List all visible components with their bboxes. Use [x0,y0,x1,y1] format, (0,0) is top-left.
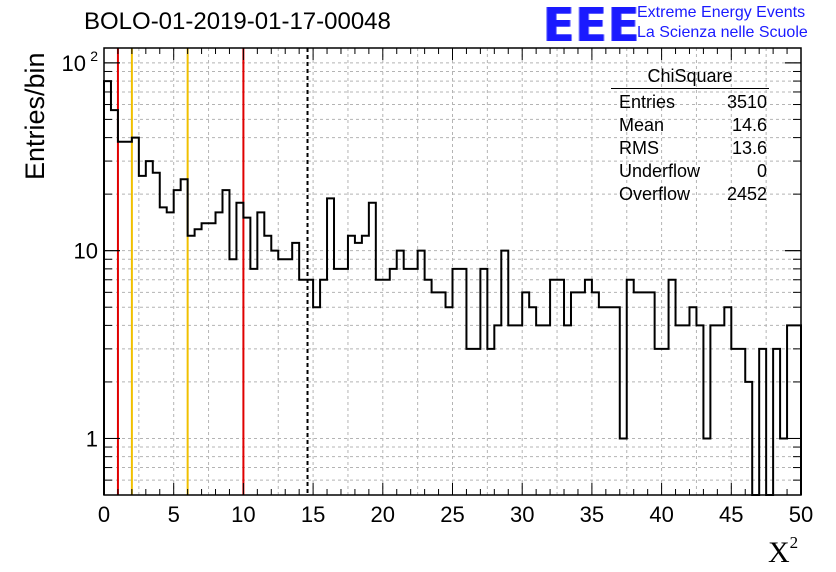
y-tick-label: 10 [62,51,86,76]
x-tick-label: 0 [98,502,110,527]
stats-title: ChiSquare [611,66,769,89]
histogram-series [103,80,802,496]
stats-row-overflow: Overflow 2452 [611,183,775,206]
stats-row-entries: Entries 3510 [611,91,775,114]
x-tick-label: 15 [301,502,325,527]
x-tick-label: 5 [168,502,180,527]
stats-row-mean: Mean 14.6 [611,114,775,137]
logo-line-2: La Scienza nelle Scuole [637,24,808,41]
stats-label: RMS [619,138,659,158]
x-tick-label: 10 [231,502,255,527]
stats-value: 14.6 [731,115,767,135]
y-axis-label: Entries/bin [20,52,50,180]
plot-title: BOLO-01-2019-01-17-00048 [84,8,391,35]
stats-value: 0 [756,161,767,181]
y-tick-label-exponent: 2 [90,48,98,64]
x-tick-label: 40 [649,502,673,527]
stats-value: 2452 [726,184,767,204]
stats-row-rms: RMS 13.6 [611,137,775,160]
x-axis-label-base: X [768,536,790,569]
stats-row-underflow: Underflow 0 [611,160,775,183]
logo-line-1: Extreme Energy Events [637,4,806,21]
x-tick-label: 35 [580,502,604,527]
x-tick-label: 45 [719,502,743,527]
x-tick-label: 25 [440,502,464,527]
y-tick-label: 1 [86,426,98,451]
eee-logo: EEE [543,0,641,52]
x-axis-label: X2 [768,533,798,570]
stats-value: 3510 [726,92,767,112]
stats-box: ChiSquare Entries 3510 Mean 14.6 RMS 13.6 U… [611,66,775,206]
x-tick-label: 30 [510,502,534,527]
stats-label: Entries [619,92,676,112]
stats-label: Mean [619,115,665,135]
x-tick-label: 50 [789,502,813,527]
x-axis-label-superscript: 2 [789,533,799,552]
x-tick-label: 20 [371,502,395,527]
stats-label: Underflow [619,161,701,181]
y-tick-label: 10 [74,239,98,264]
stats-label: Overflow [619,184,691,204]
stats-value: 13.6 [731,138,767,158]
